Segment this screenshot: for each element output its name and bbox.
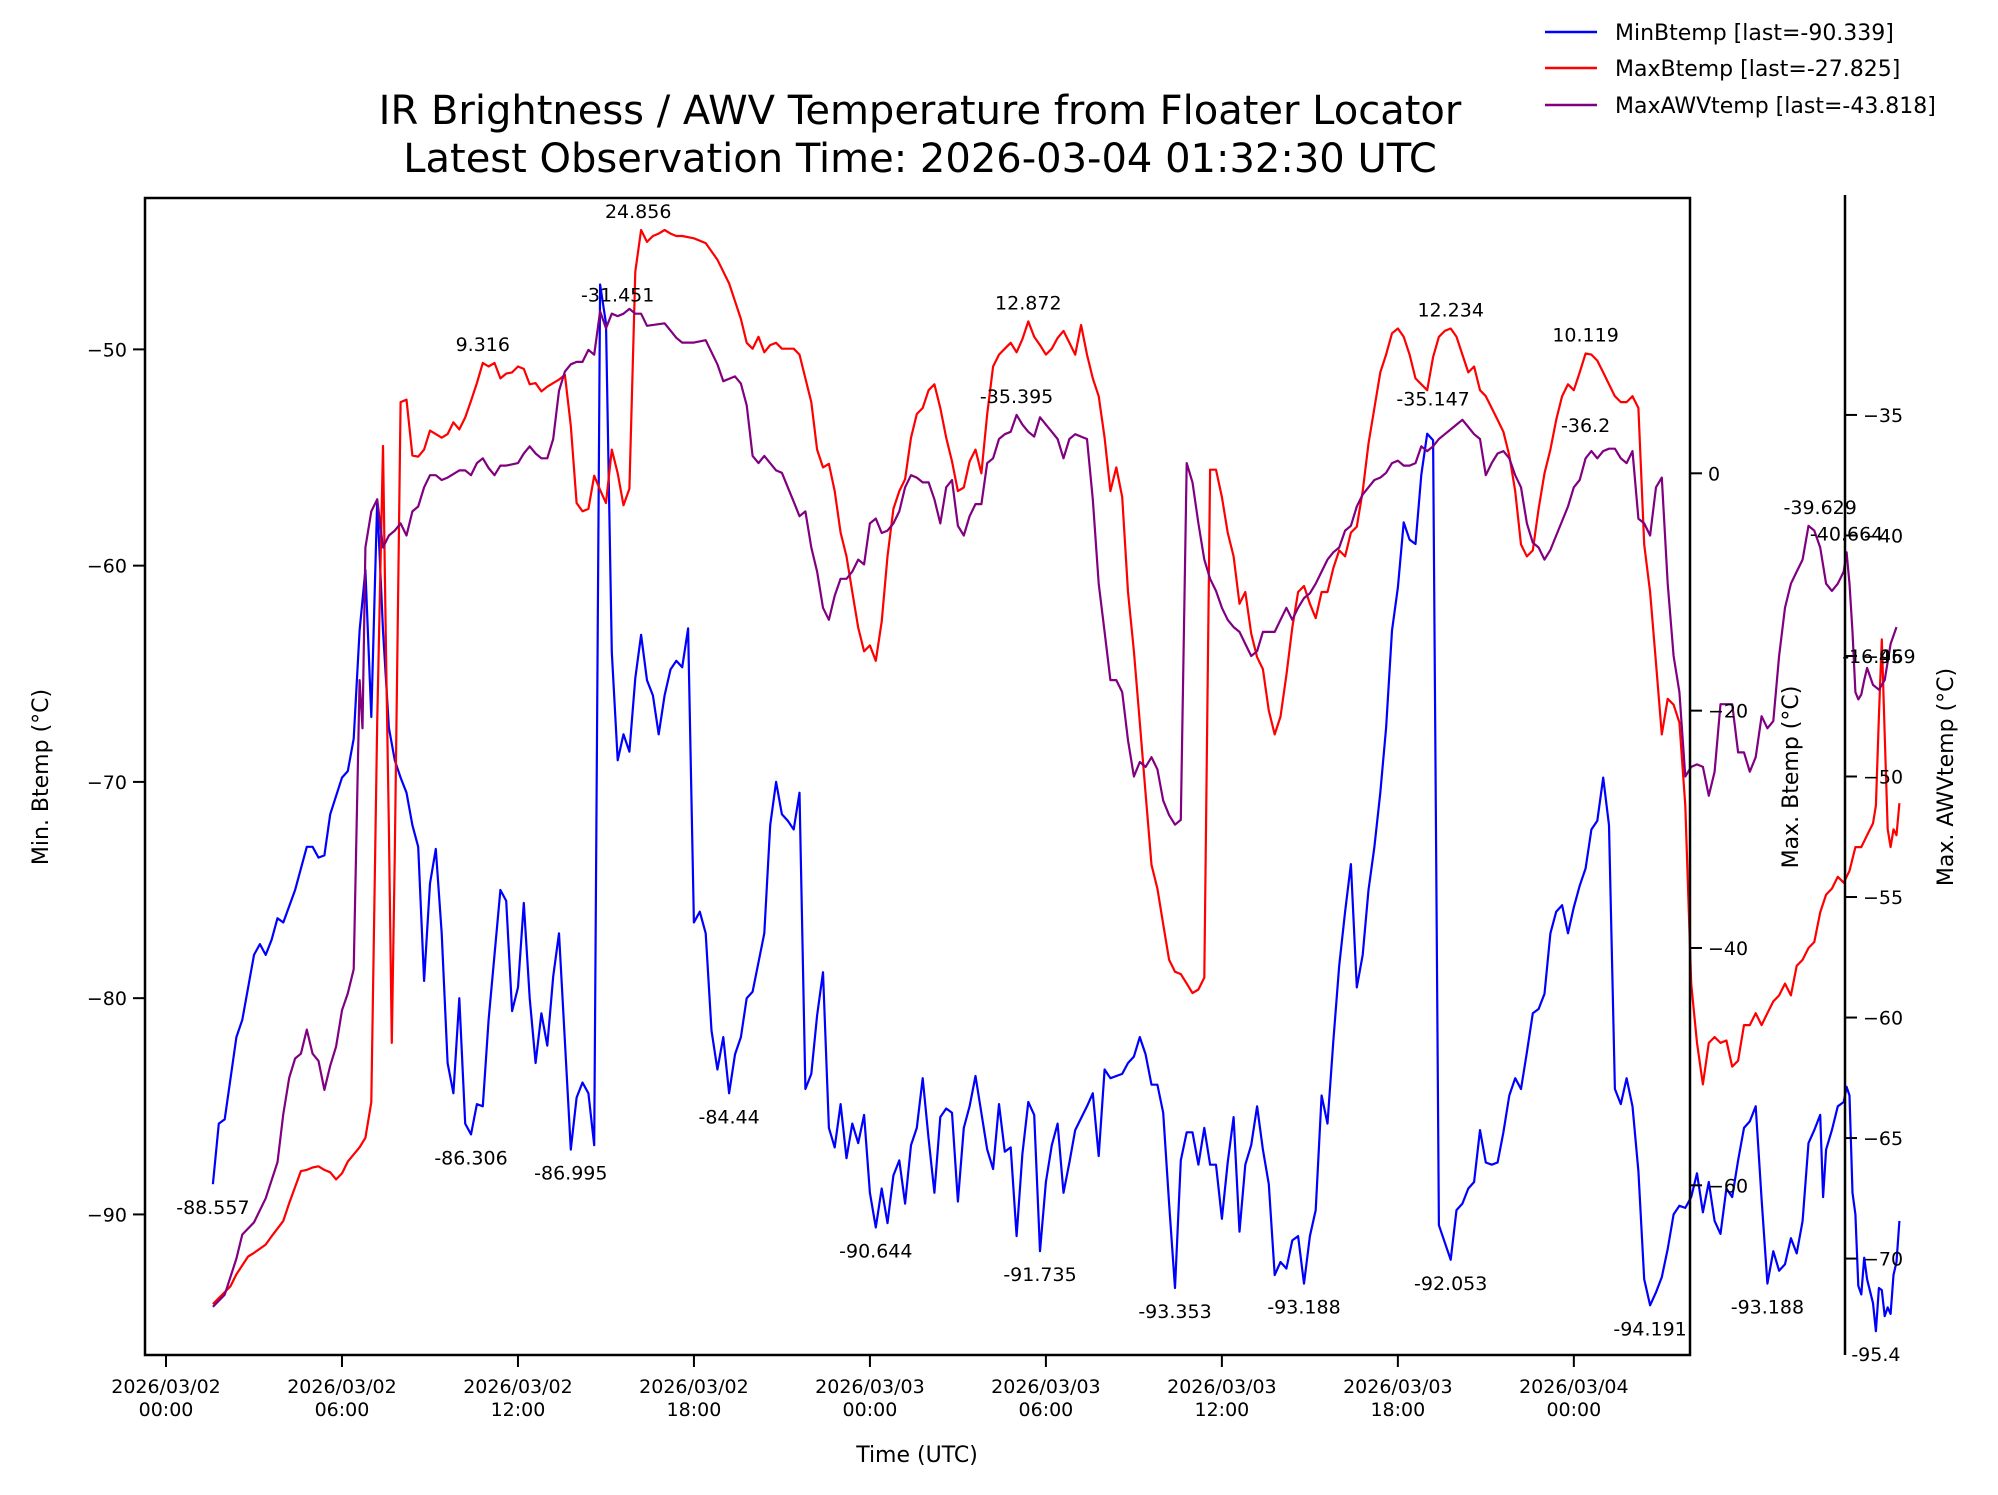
annotation-label: -16.969 bbox=[1842, 646, 1915, 668]
left-tick-label: −90 bbox=[87, 1204, 127, 1226]
x-tick-label-date: 2026/03/02 bbox=[111, 1376, 221, 1398]
right2-tick-label: −40 bbox=[1863, 525, 1903, 547]
annotation-label: 10.119 bbox=[1552, 325, 1618, 347]
legend-label-maxawvtemp: MaxAWVtemp [last=-43.818] bbox=[1615, 94, 1936, 119]
annotation-label: -93.188 bbox=[1731, 1297, 1804, 1319]
legend: MinBtemp [last=-90.339] MaxBtemp [last=-… bbox=[1545, 21, 1936, 119]
x-tick-label-time: 12:00 bbox=[491, 1399, 546, 1421]
chart-subtitle: Latest Observation Time: 2026-03-04 01:3… bbox=[403, 136, 1437, 182]
series-line-maxawvtemp bbox=[212, 307, 1898, 1308]
x-tick-label-date: 2026/03/03 bbox=[1343, 1376, 1453, 1398]
annotation-label: 9.316 bbox=[456, 334, 510, 356]
annotation-label: -84.44 bbox=[698, 1106, 759, 1128]
annotation-label: 12.234 bbox=[1417, 300, 1483, 322]
left-tick-label: −50 bbox=[87, 339, 127, 361]
annotation-label: -90.644 bbox=[839, 1240, 912, 1262]
annotation-label: -88.557 bbox=[176, 1197, 249, 1219]
right2-tick-label: −60 bbox=[1863, 1008, 1903, 1030]
annotation-label: -91.735 bbox=[1003, 1264, 1076, 1286]
legend-label-minbtemp: MinBtemp [last=-90.339] bbox=[1615, 21, 1894, 46]
annotation-label: 12.872 bbox=[995, 292, 1061, 314]
annotation-label: 24.856 bbox=[605, 201, 671, 223]
right1-tick-label: −40 bbox=[1708, 938, 1748, 960]
series-line-maxbtemp bbox=[212, 228, 1901, 1305]
right1-axis-label: Max. Btemp (°C) bbox=[1779, 686, 1804, 869]
right1-axis-ticks: 0 −20 −40 −60 bbox=[1690, 463, 1748, 1197]
x-tick-label-time: 06:00 bbox=[1019, 1399, 1074, 1421]
x-tick-label-time: 00:00 bbox=[1546, 1399, 1601, 1421]
annotation-label: -92.053 bbox=[1414, 1273, 1487, 1295]
series-lines bbox=[211, 228, 1901, 1333]
annotation-label: -31.451 bbox=[581, 285, 654, 307]
x-tick-label-time: 18:00 bbox=[667, 1399, 722, 1421]
chart-title: IR Brightness / AWV Temperature from Flo… bbox=[379, 88, 1462, 134]
legend-label-maxbtemp: MaxBtemp [last=-27.825] bbox=[1615, 57, 1900, 82]
x-tick-label-date: 2026/03/03 bbox=[1167, 1376, 1277, 1398]
left-tick-label: −60 bbox=[87, 556, 127, 578]
x-tick-label-time: 00:00 bbox=[843, 1399, 898, 1421]
right2-axis-label: Max. AWVtemp (°C) bbox=[1934, 668, 1959, 886]
left-axis-ticks: −50 −60 −70 −80 −90 bbox=[87, 339, 145, 1226]
plot-frame bbox=[143, 196, 1692, 1357]
annotation-label: -95.4 bbox=[1851, 1344, 1900, 1366]
x-tick-label-date: 2026/03/03 bbox=[991, 1376, 1101, 1398]
annotation-label: -86.306 bbox=[434, 1147, 507, 1169]
annotation-label: -35.147 bbox=[1396, 388, 1469, 410]
x-tick-label-time: 06:00 bbox=[315, 1399, 370, 1421]
x-tick-label-date: 2026/03/03 bbox=[815, 1376, 925, 1398]
x-tick-label-date: 2026/03/02 bbox=[463, 1376, 573, 1398]
x-axis-ticks: 2026/03/0200:002026/03/0206:002026/03/02… bbox=[111, 1355, 1629, 1421]
right2-tick-label: −65 bbox=[1863, 1128, 1903, 1150]
x-tick-label-date: 2026/03/02 bbox=[287, 1376, 397, 1398]
right2-tick-label: −35 bbox=[1863, 405, 1903, 427]
right1-tick-label: −20 bbox=[1708, 701, 1748, 723]
annotation-label: -86.995 bbox=[534, 1163, 607, 1185]
series-line-minbtemp bbox=[211, 283, 1901, 1333]
left-axis-label: Min. Btemp (°C) bbox=[29, 689, 54, 865]
right2-axis-ticks: −35 −40 −45 −50 −55 −60 −65 −70 bbox=[1845, 405, 1903, 1271]
right2-tick-label: −70 bbox=[1863, 1249, 1903, 1271]
annotation-label: -36.2 bbox=[1561, 415, 1610, 437]
x-tick-label-date: 2026/03/02 bbox=[639, 1376, 749, 1398]
x-tick-label-date: 2026/03/04 bbox=[1519, 1376, 1629, 1398]
x-tick-label-time: 12:00 bbox=[1194, 1399, 1249, 1421]
right1-tick-label: −60 bbox=[1708, 1175, 1748, 1197]
annotation-label: -39.629 bbox=[1784, 497, 1857, 519]
annotation-label: -93.353 bbox=[1138, 1301, 1211, 1323]
left-tick-label: −80 bbox=[87, 988, 127, 1010]
annotations: -88.557 -86.306 -86.995 -84.44 -90.644 -91.73… bbox=[176, 201, 1915, 1366]
annotation-label: -93.188 bbox=[1267, 1297, 1340, 1319]
right1-tick-label: 0 bbox=[1708, 463, 1720, 485]
x-tick-label-time: 00:00 bbox=[139, 1399, 194, 1421]
x-tick-label-time: 18:00 bbox=[1370, 1399, 1425, 1421]
annotation-label: -35.395 bbox=[980, 386, 1053, 408]
right2-tick-label: −55 bbox=[1863, 887, 1903, 909]
annotation-label: -40.664 bbox=[1810, 523, 1883, 545]
right2-tick-label: −50 bbox=[1863, 767, 1903, 789]
x-axis-label: Time (UTC) bbox=[855, 1443, 978, 1468]
right2-tick-label: −45 bbox=[1863, 646, 1903, 668]
annotation-label: -94.191 bbox=[1613, 1318, 1686, 1340]
left-tick-label: −70 bbox=[87, 772, 127, 794]
